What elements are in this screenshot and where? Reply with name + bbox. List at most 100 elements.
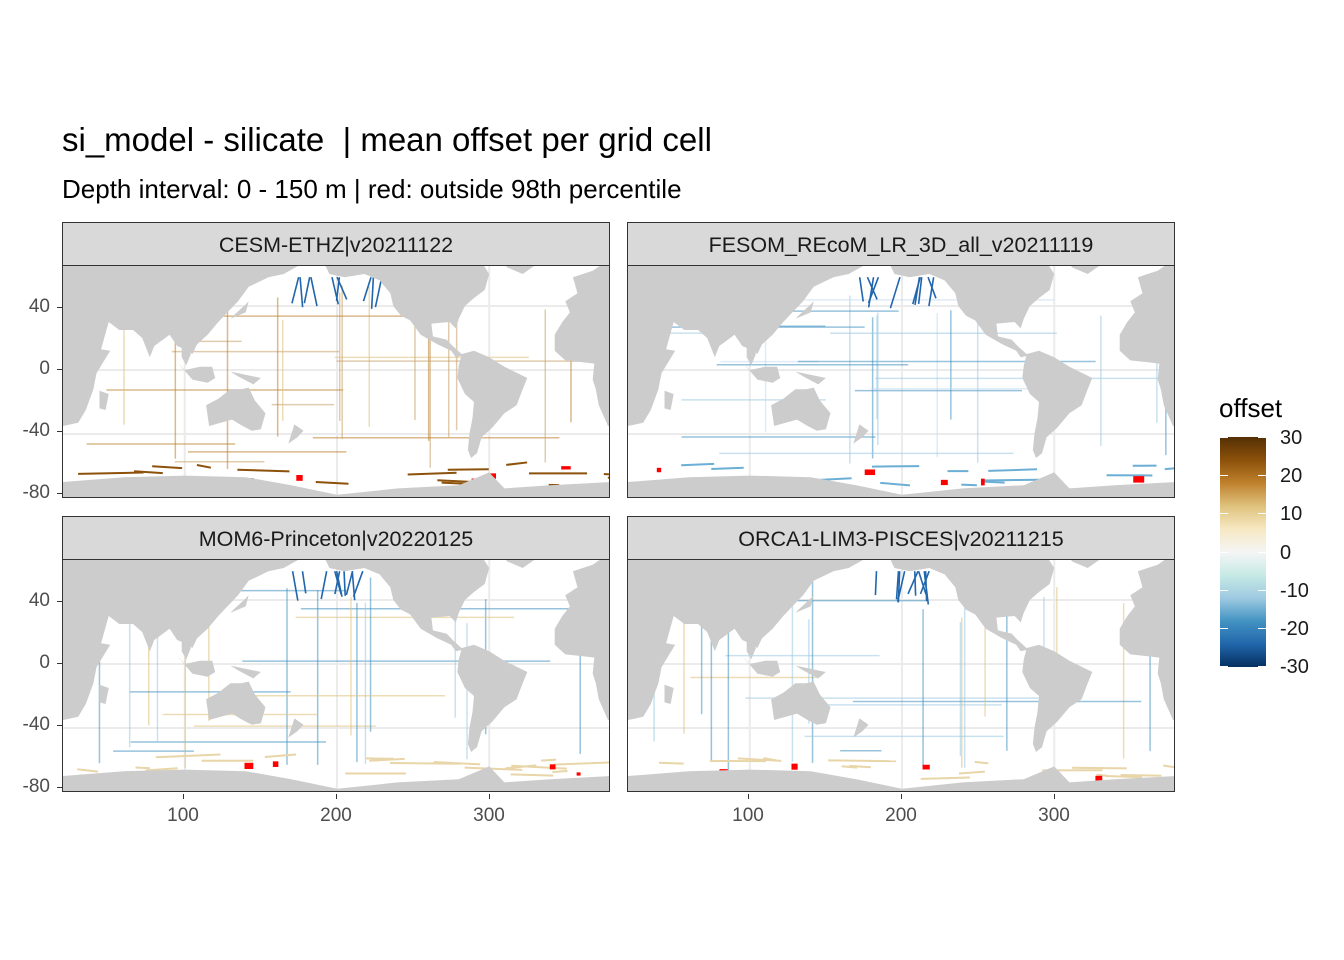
land-mass: [746, 632, 756, 660]
land-mass: [628, 472, 1174, 497]
southern-ocean-track: [607, 476, 609, 480]
north-pacific-track: [889, 276, 901, 309]
southern-ocean-track: [155, 753, 221, 759]
legend-label: -30: [1280, 656, 1309, 678]
southern-ocean-track: [510, 773, 554, 777]
outlier-mark: [244, 762, 254, 770]
outlier-mark: [296, 474, 303, 481]
southern-ocean-track: [152, 465, 183, 470]
land-mass: [890, 266, 1055, 358]
north-pacific-track: [928, 277, 935, 307]
southern-ocean-track: [552, 770, 568, 774]
land-mass: [795, 301, 814, 319]
north-pacific-track: [310, 277, 318, 307]
facet-map: [627, 560, 1175, 792]
outlier-mark: [922, 764, 930, 770]
facet-map: [62, 560, 610, 792]
north-pacific-track: [895, 571, 900, 600]
y-tick-label: 40: [28, 296, 50, 317]
land-mass: [63, 766, 609, 791]
land-mass: [505, 560, 535, 568]
north-pacific-track: [352, 570, 364, 597]
land-mass: [746, 338, 756, 366]
land-mass: [457, 350, 528, 458]
facet-strip-label: CESM-ETHZ|v20211122: [62, 222, 610, 266]
land-mass: [853, 424, 869, 444]
legend-label: 30: [1280, 427, 1303, 449]
land-mass: [628, 766, 1174, 791]
southern-ocean-track: [1120, 774, 1162, 777]
land-mass: [1119, 560, 1174, 720]
x-tick-mark: [336, 794, 337, 799]
legend-tick-mark: [1220, 437, 1228, 438]
southern-ocean-track: [1164, 467, 1174, 471]
southern-ocean-track: [974, 760, 989, 765]
land-mass: [230, 665, 261, 679]
north-pacific-track: [858, 277, 865, 302]
x-tick-mark: [748, 794, 749, 799]
land-mass: [795, 595, 814, 613]
north-pacific-track: [919, 570, 930, 595]
land-mass: [505, 266, 535, 274]
legend-tick-mark: [1220, 666, 1228, 667]
facet-panel-4: ORCA1-LIM3-PISCES|v20211215: [627, 516, 1175, 792]
outlier-mark: [1133, 476, 1145, 483]
southern-ocean-track: [369, 757, 405, 762]
north-pacific-track: [907, 570, 919, 595]
land-mass: [771, 681, 831, 725]
y-tick-label: -80: [22, 482, 50, 503]
land-mass: [230, 371, 261, 385]
land-mass: [63, 472, 609, 497]
southern-ocean-track: [133, 470, 163, 475]
outlier-mark: [576, 772, 581, 776]
facet-panel-1: CESM-ETHZ|v20211122: [62, 222, 610, 498]
legend-tick-mark: [1220, 513, 1228, 514]
land-mass: [664, 684, 674, 704]
southern-ocean-track: [1105, 774, 1143, 779]
y-tick-mark: [57, 307, 62, 308]
southern-ocean-track: [1096, 773, 1107, 777]
land-mass: [288, 424, 304, 444]
north-pacific-track: [333, 570, 342, 595]
north-pacific-track: [924, 571, 928, 602]
legend-tick-mark: [1220, 628, 1228, 629]
southern-ocean-track: [849, 764, 871, 769]
north-pacific-track: [343, 571, 347, 596]
legend-tick-mark: [1258, 552, 1266, 553]
land-mass: [230, 595, 249, 613]
outlier-mark: [561, 466, 571, 470]
y-tick-label: -40: [22, 714, 50, 735]
southern-ocean-track: [264, 753, 297, 758]
legend-title: offset: [1219, 393, 1283, 423]
southern-ocean-track: [880, 481, 911, 487]
southern-ocean-track: [983, 480, 1005, 484]
land-mass: [99, 390, 109, 410]
land-mass: [1022, 350, 1093, 458]
north-pacific-track: [320, 571, 328, 600]
legend-label: -20: [1280, 618, 1309, 640]
land-mass: [853, 718, 869, 738]
legend-label: 0: [1280, 542, 1292, 564]
southern-ocean-track: [737, 757, 782, 762]
x-tick-mark: [183, 794, 184, 799]
land-mass: [664, 390, 674, 410]
outlier-mark: [791, 763, 798, 770]
north-pacific-track: [370, 277, 375, 309]
land-mass: [99, 684, 109, 704]
land-mass: [288, 718, 304, 738]
southern-ocean-track: [145, 767, 178, 772]
land-mass: [63, 560, 299, 720]
land-mass: [230, 301, 249, 319]
legend-tick-mark: [1258, 666, 1266, 667]
x-tick-label: 200: [885, 805, 917, 826]
legend-tick-mark: [1258, 475, 1266, 476]
land-mass: [1070, 266, 1100, 274]
north-pacific-track: [362, 276, 372, 302]
map-svg: [63, 266, 609, 497]
southern-ocean-track: [77, 768, 99, 773]
outlier-mark: [940, 479, 948, 486]
land-mass: [457, 644, 528, 752]
y-tick-label: 40: [28, 590, 50, 611]
legend-tick-mark: [1258, 628, 1266, 629]
land-mass: [795, 371, 826, 385]
